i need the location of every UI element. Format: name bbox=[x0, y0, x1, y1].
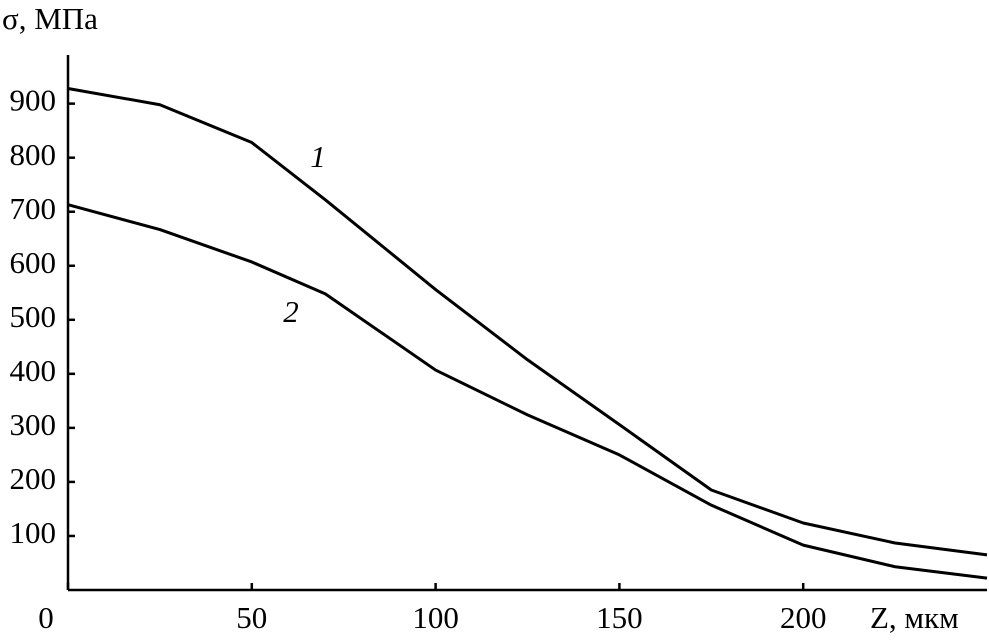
x-tick-label: 50 bbox=[236, 600, 267, 635]
y-tick-label: 500 bbox=[10, 299, 57, 334]
x-axis-label: Z, мкм bbox=[870, 600, 959, 635]
x-tick-label: 200 bbox=[780, 600, 827, 635]
y-tick-label: 700 bbox=[10, 191, 57, 226]
y-tick-label: 800 bbox=[10, 137, 57, 172]
series-label: 2 bbox=[283, 294, 299, 329]
y-tick-label: 900 bbox=[10, 83, 57, 118]
y-tick-label: 300 bbox=[10, 407, 57, 442]
y-tick-label: 200 bbox=[10, 461, 57, 496]
x-tick-label: 150 bbox=[596, 600, 643, 635]
series-label: 1 bbox=[310, 139, 326, 174]
line bbox=[67, 87, 988, 557]
x-tick-label: 100 bbox=[412, 600, 459, 635]
y-axis-label: σ, МПа bbox=[2, 1, 98, 36]
x-tick-label: 0 bbox=[38, 600, 54, 635]
line bbox=[67, 203, 988, 580]
y-tick-label: 600 bbox=[10, 245, 57, 280]
y-tick-label: 400 bbox=[10, 353, 57, 388]
y-tick-label: 100 bbox=[10, 515, 57, 550]
